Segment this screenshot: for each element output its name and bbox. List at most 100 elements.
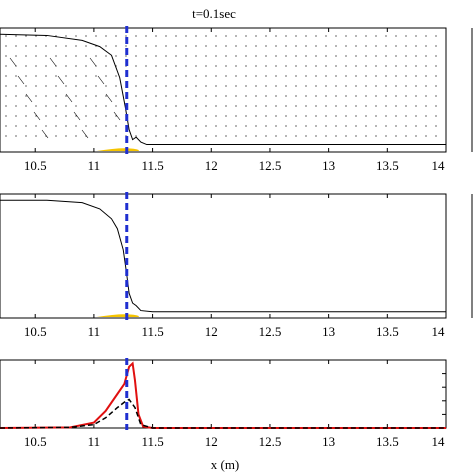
velocity-vector <box>135 85 137 87</box>
velocity-vector <box>355 35 357 37</box>
velocity-vector <box>135 45 137 47</box>
velocity-vector <box>15 75 17 77</box>
velocity-vector <box>415 95 417 97</box>
velocity-vector <box>395 65 397 67</box>
velocity-vector <box>275 65 277 67</box>
velocity-vector <box>185 45 187 47</box>
velocity-vector <box>215 75 217 77</box>
velocity-vector <box>95 35 97 37</box>
velocity-vector <box>395 75 397 77</box>
velocity-vector <box>95 75 97 77</box>
velocity-vector <box>65 135 67 137</box>
velocity-vector <box>345 75 347 77</box>
velocity-vector <box>275 35 277 37</box>
velocity-vector <box>315 85 317 87</box>
velocity-vector <box>115 105 117 107</box>
velocity-vector <box>285 105 287 107</box>
velocity-vector <box>5 35 7 37</box>
velocity-vector <box>435 135 437 137</box>
velocity-vector <box>225 105 227 107</box>
velocity-vector <box>185 75 187 77</box>
velocity-vector <box>385 115 387 117</box>
velocity-vector <box>425 85 427 87</box>
sediment-deposit <box>96 148 139 151</box>
velocity-vector <box>435 105 437 107</box>
velocity-vector <box>81 129 89 139</box>
velocity-vector <box>55 75 57 77</box>
velocity-vector <box>185 135 187 137</box>
velocity-vector <box>115 45 117 47</box>
velocity-vector <box>415 45 417 47</box>
velocity-vector <box>365 85 367 87</box>
x-tick-label: 12.5 <box>259 324 282 339</box>
velocity-vector <box>235 135 237 137</box>
velocity-vector <box>385 125 387 127</box>
velocity-vector <box>235 85 237 87</box>
velocity-vector <box>45 95 47 97</box>
velocity-vector <box>155 45 157 47</box>
velocity-vector <box>415 135 417 137</box>
velocity-vector <box>85 115 87 117</box>
velocity-vector <box>295 105 297 107</box>
velocity-vector <box>245 45 247 47</box>
velocity-vector <box>285 75 287 77</box>
sediment-deposit <box>96 314 139 317</box>
velocity-vector <box>75 135 77 137</box>
velocity-vector <box>285 65 287 67</box>
velocity-vector <box>165 135 167 137</box>
velocity-vector <box>305 75 307 77</box>
velocity-vector <box>245 35 247 37</box>
velocity-vector <box>335 115 337 117</box>
velocity-vector <box>375 75 377 77</box>
velocity-vector <box>415 65 417 67</box>
velocity-vector <box>245 85 247 87</box>
velocity-vector <box>405 35 407 37</box>
velocity-vector <box>365 45 367 47</box>
velocity-vector <box>145 55 147 57</box>
velocity-vector <box>65 55 67 57</box>
velocity-vector <box>15 115 17 117</box>
velocity-vector <box>365 95 367 97</box>
velocity-vector <box>155 105 157 107</box>
velocity-vector <box>75 65 77 67</box>
velocity-vector <box>255 35 257 37</box>
velocity-vector <box>325 85 327 87</box>
velocity-vector <box>155 135 157 137</box>
velocity-vector <box>75 75 77 77</box>
velocity-vector <box>75 35 77 37</box>
velocity-vector <box>285 55 287 57</box>
velocity-vector <box>315 55 317 57</box>
velocity-vector <box>225 95 227 97</box>
velocity-vector <box>25 45 27 47</box>
velocity-vector <box>165 85 167 87</box>
velocity-vector <box>285 125 287 127</box>
x-tick-label: 14 <box>432 158 446 173</box>
velocity-vector <box>35 75 37 77</box>
velocity-vector <box>135 115 137 117</box>
velocity-vector <box>75 95 77 97</box>
velocity-vector <box>205 115 207 117</box>
x-tick-label: 11.5 <box>141 158 163 173</box>
velocity-vector <box>255 115 257 117</box>
velocity-vector <box>365 65 367 67</box>
velocity-vector <box>15 125 17 127</box>
velocity-vector <box>425 75 427 77</box>
velocity-vector <box>185 35 187 37</box>
velocity-vector <box>375 115 377 117</box>
velocity-vector <box>245 115 247 117</box>
velocity-vector <box>65 95 67 97</box>
velocity-vector <box>405 45 407 47</box>
velocity-vector <box>205 105 207 107</box>
velocity-vector <box>375 135 377 137</box>
velocity-vector <box>145 125 147 127</box>
velocity-vector <box>265 95 267 97</box>
velocity-vector <box>215 115 217 117</box>
velocity-vector <box>315 135 317 137</box>
series-line <box>0 398 446 429</box>
velocity-vector <box>155 115 157 117</box>
velocity-vector <box>205 95 207 97</box>
velocity-vector <box>395 35 397 37</box>
velocity-vector <box>345 65 347 67</box>
velocity-vector <box>365 105 367 107</box>
velocity-vector <box>55 55 57 57</box>
